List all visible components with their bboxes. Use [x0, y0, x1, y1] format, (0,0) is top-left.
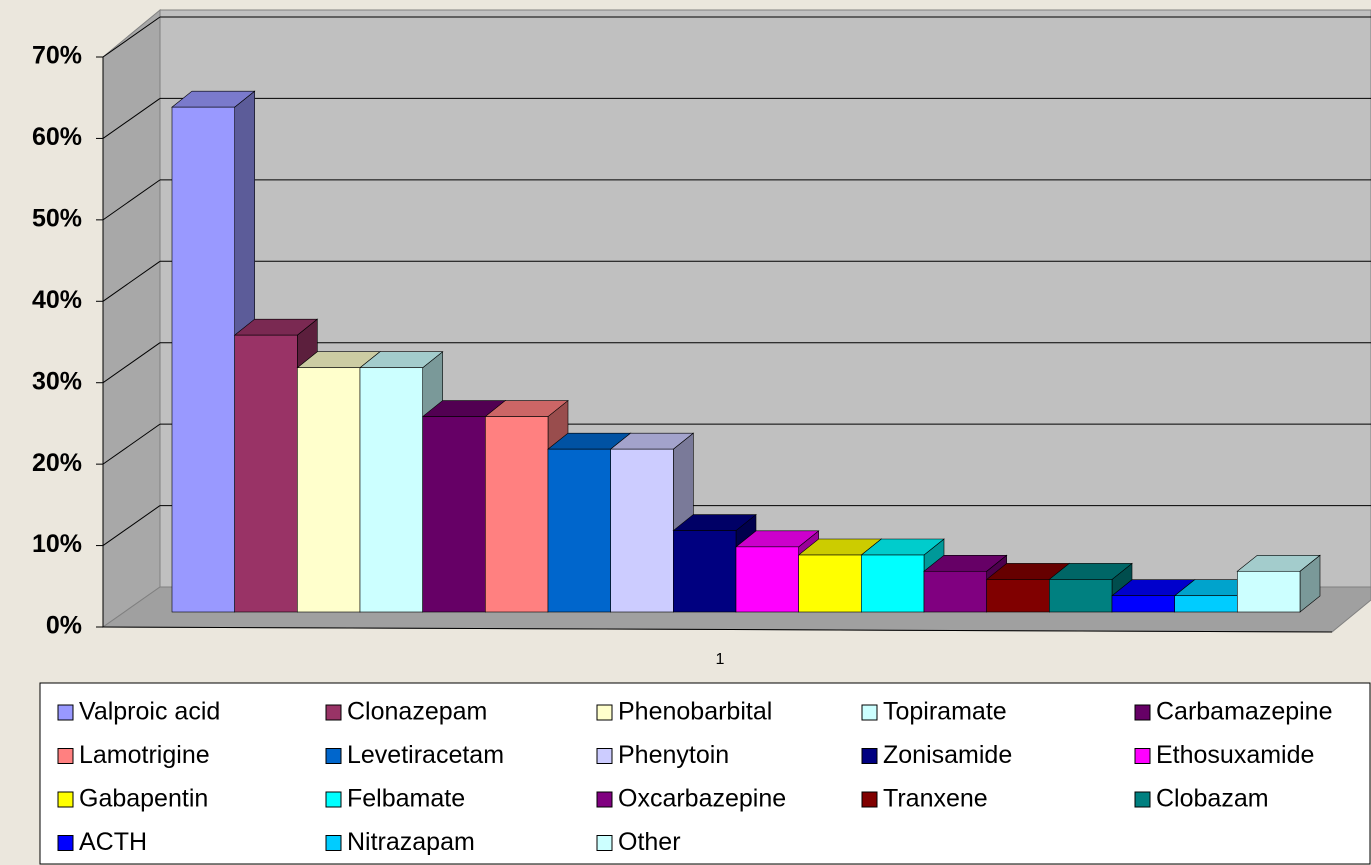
legend-swatch: [57, 748, 74, 764]
y-tick-label: 30%: [32, 367, 82, 395]
legend-label: Clonazepam: [347, 698, 487, 726]
bar-front: [798, 554, 862, 613]
y-tick-label: 60%: [32, 123, 82, 151]
legend-swatch: [596, 835, 613, 851]
bar-front: [359, 367, 423, 613]
bar-front: [1049, 579, 1113, 613]
legend-label: Ethosuxamide: [1156, 741, 1314, 769]
bar-front: [171, 106, 235, 613]
y-tick-label: 20%: [32, 449, 82, 477]
legend-label: Nitrazapam: [347, 828, 475, 856]
legend-label: Carbamazepine: [1156, 698, 1333, 726]
bar-front: [861, 554, 925, 613]
legend-swatch: [861, 748, 878, 764]
y-tick-label: 40%: [32, 286, 82, 314]
legend-label: Felbamate: [347, 785, 465, 813]
legend-swatch: [325, 748, 342, 764]
bar: [1236, 554, 1321, 613]
legend-swatch: [861, 791, 878, 808]
x-tick-label: 1: [716, 651, 725, 668]
legend-swatch: [596, 791, 613, 808]
legend-swatch: [1134, 704, 1151, 721]
grid-line: [102, 16, 161, 58]
bar-front: [297, 367, 361, 613]
bar-front: [735, 546, 799, 613]
bar-front: [610, 448, 674, 613]
bar-front: [422, 416, 486, 613]
legend-swatch: [325, 835, 342, 851]
grid-line: [102, 423, 161, 465]
bar-front: [234, 334, 298, 613]
bar-front: [923, 570, 987, 613]
legend-label: Phenobarbital: [618, 698, 772, 726]
legend-swatch: [57, 704, 74, 721]
grid-line: [102, 505, 161, 546]
legend-swatch: [325, 791, 342, 808]
legend-swatch: [57, 791, 74, 808]
legend-swatch: [325, 704, 342, 721]
bar-front: [1111, 595, 1175, 613]
x-axis: [102, 626, 1333, 633]
legend-label: Lamotrigine: [79, 741, 210, 769]
legend-swatch: [596, 748, 613, 764]
legend-label: Valproic acid: [79, 698, 220, 726]
legend-label: Levetiracetam: [347, 741, 504, 769]
legend-swatch: [596, 704, 613, 721]
grid-line: [102, 342, 161, 384]
grid-line: [102, 98, 161, 139]
y-tick-label: 70%: [32, 42, 82, 70]
legend-label: Gabapentin: [79, 785, 208, 813]
legend-label: Clobazam: [1156, 785, 1269, 813]
y-tick-label: 50%: [32, 204, 82, 232]
legend-label: Topiramate: [883, 698, 1007, 726]
legend-label: ACTH: [79, 828, 147, 856]
legend-label: Zonisamide: [883, 741, 1012, 769]
legend-label: Phenytoin: [618, 741, 729, 769]
bar-front: [986, 579, 1050, 613]
bar-front: [673, 530, 737, 613]
legend-label: Oxcarbazepine: [618, 785, 786, 813]
legend-swatch: [1134, 791, 1151, 808]
legend-label: Tranxene: [883, 785, 988, 813]
legend-label: Other: [618, 828, 681, 856]
legend-swatch: [861, 704, 878, 721]
legend-swatch: [57, 835, 74, 851]
y-tick-label: 0%: [46, 612, 82, 640]
bar-front: [547, 448, 611, 613]
bar-front: [1237, 570, 1301, 613]
y-tick-label: 10%: [32, 530, 82, 558]
grid-line: [102, 179, 161, 221]
side-wall: [102, 8, 161, 628]
bar-front: [1174, 595, 1238, 613]
bar-front: [485, 416, 549, 613]
grid-line: [102, 260, 161, 302]
legend-swatch: [1134, 748, 1151, 764]
